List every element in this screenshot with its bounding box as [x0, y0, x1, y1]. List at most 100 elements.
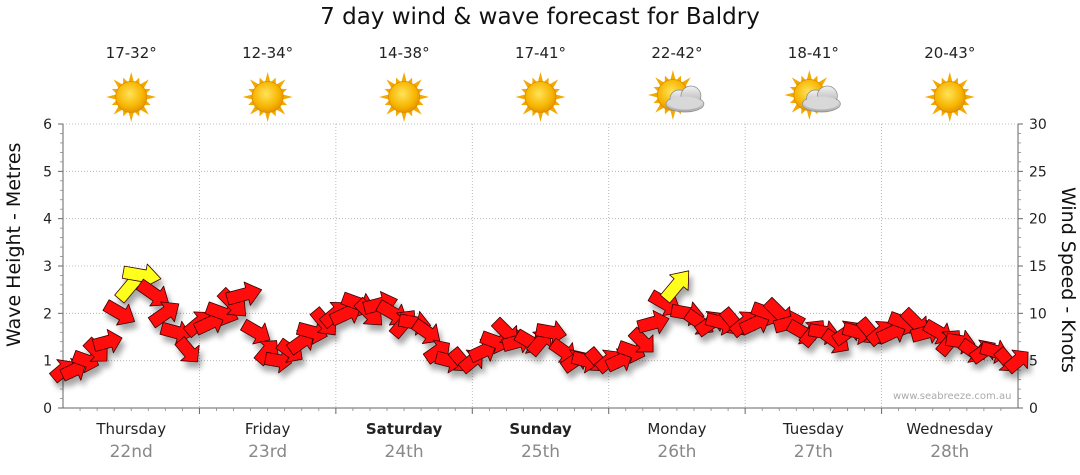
y-right-tick-label: 5 [1029, 354, 1038, 370]
sun-ray [784, 92, 795, 98]
wind-arrow [501, 329, 532, 354]
sun-ray [270, 77, 276, 85]
sun-ray [806, 109, 813, 120]
wind-arrow-shape [636, 310, 670, 335]
wind-arrow [388, 310, 416, 340]
sun-ray [521, 88, 528, 94]
wind-arrow-shape [71, 349, 100, 374]
wind-arrow-shape [285, 330, 315, 356]
y-right-tick-label: 15 [1029, 259, 1047, 275]
wind-arrow-shape [225, 281, 263, 306]
wind-arrow [174, 336, 200, 363]
wind-arrow [264, 348, 293, 374]
day-temperature: 14-38° [378, 44, 430, 62]
wind-arrow-shape [979, 339, 1009, 364]
sun-disc [657, 79, 689, 111]
cloud-part [665, 95, 705, 113]
wind-arrow-shape [798, 320, 825, 349]
sun-ray [412, 105, 422, 115]
wind-arrow-shape [785, 318, 817, 345]
wind-arrow-shape [627, 326, 654, 353]
wind-arrow [447, 346, 473, 372]
sun-ray [521, 100, 528, 106]
sun-ray [664, 75, 670, 83]
day-date: 28th [930, 442, 970, 462]
wind-arrow [627, 326, 654, 353]
wind-arrow [216, 286, 247, 317]
wind-arrow-shape [534, 320, 567, 346]
sun-ray [134, 109, 140, 117]
wind-arrow-shape [121, 263, 162, 289]
y-axis-right-title: Wind Speed - Knots [1057, 187, 1079, 373]
sun-ray [958, 105, 968, 115]
day-date: 23rd [248, 442, 288, 462]
sun-ray [123, 77, 129, 85]
wind-arrow-shape [594, 349, 620, 375]
wind-arrow-shape [750, 301, 785, 327]
sun-ray [806, 70, 813, 81]
wind-arrow-shape [559, 349, 586, 374]
wind-arrow [102, 299, 135, 326]
wind-arrow [410, 318, 441, 344]
wind-arrow-shape [422, 339, 450, 365]
sun-ray [653, 86, 661, 92]
sun-disc [933, 81, 966, 113]
sun-ray [537, 111, 544, 122]
sun-ray [932, 105, 942, 115]
sun-ray [952, 109, 958, 117]
sun-ray [537, 72, 544, 83]
wind-arrow-shape [48, 359, 74, 384]
day-temperature: 22-42° [651, 44, 703, 62]
wind-arrow-shape [192, 310, 226, 336]
wind-arrow [604, 348, 633, 373]
wind-arrow-shape [467, 338, 497, 364]
wind-arrow [490, 316, 518, 344]
wind-arrow [979, 339, 1009, 364]
sun-ray [143, 100, 151, 106]
wind-arrow-shape [899, 306, 928, 335]
sun-ray [655, 77, 665, 87]
sun-ray [791, 103, 801, 113]
sun-icon [924, 72, 975, 122]
sun-ray [932, 79, 942, 89]
sun-ray [647, 92, 659, 98]
day-temperature: 17-32° [105, 44, 157, 62]
cloud-part [669, 89, 689, 109]
sun-ray [801, 75, 807, 83]
wind-arrow-shape [865, 321, 894, 348]
y-left-tick-label: 6 [43, 117, 52, 133]
sun-ray [111, 88, 119, 94]
sun-ray [395, 77, 401, 85]
sun-ray [685, 86, 693, 92]
day-temperature: 12-34° [242, 44, 294, 62]
sun-ray [532, 77, 538, 85]
wind-arrow [855, 316, 882, 345]
sun-ray [553, 100, 560, 106]
wind-arrow-shape [841, 320, 874, 345]
wind-arrow-shape [935, 330, 961, 358]
cloud-part [680, 85, 702, 107]
sun-ray [418, 94, 430, 100]
sun-ray [553, 88, 560, 94]
wind-arrow-shape [309, 306, 337, 336]
wind-arrow-shape [174, 336, 200, 363]
wind-arrow [670, 301, 705, 327]
wind-arrow [362, 291, 398, 316]
sun-ray [947, 111, 953, 122]
wind-arrow-shape [159, 320, 192, 345]
wind-arrow [204, 301, 239, 327]
wind-arrow-shape [91, 329, 123, 354]
sun-ray [962, 88, 970, 94]
wind-arrow-shape [275, 337, 303, 363]
sun-ray [952, 77, 958, 85]
sun-ray [812, 75, 818, 83]
wind-arrow [594, 349, 620, 375]
wind-arrow-shape [362, 291, 398, 316]
sun-ray [522, 79, 532, 89]
wind-arrow-shape [253, 340, 279, 367]
day-temperature: 17-41° [514, 44, 567, 62]
y-right-tick-label: 25 [1029, 164, 1047, 180]
sun-ray [412, 79, 422, 89]
y-right-tick-label: 30 [1029, 117, 1047, 133]
wind-arrow [71, 349, 100, 374]
